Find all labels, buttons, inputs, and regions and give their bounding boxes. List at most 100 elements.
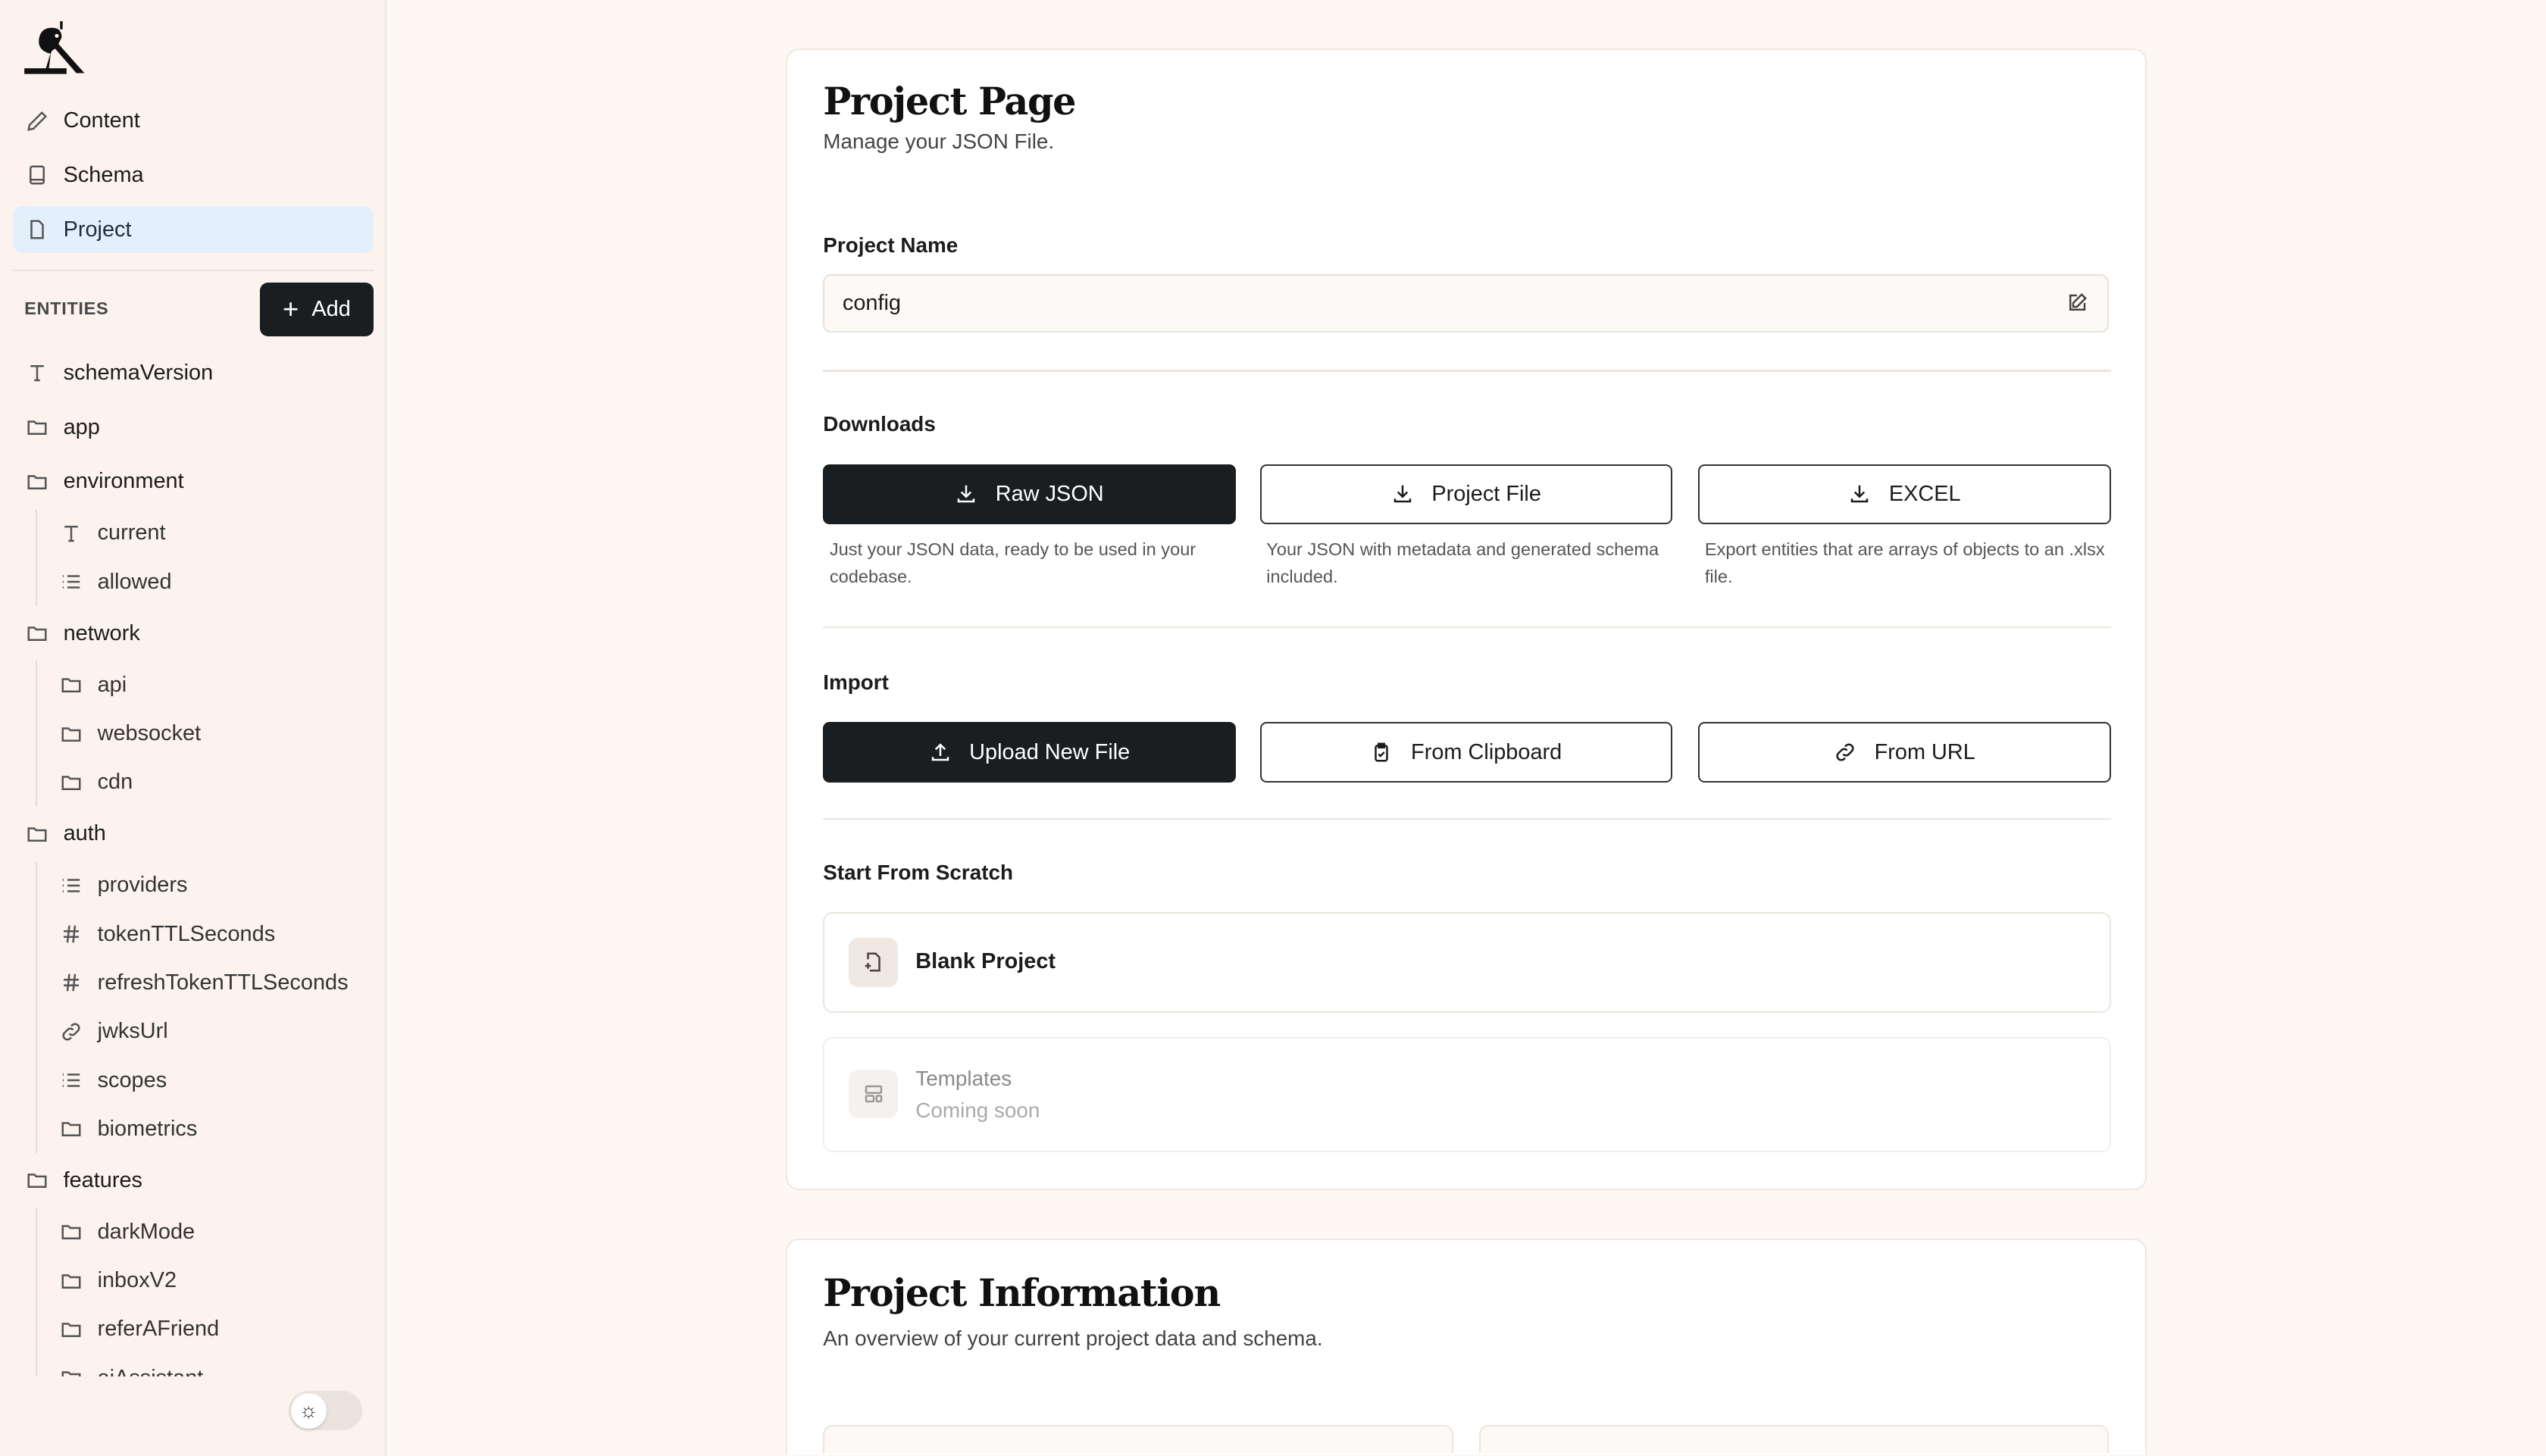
plus-icon: + <box>282 293 299 324</box>
theme-toggle[interactable]: ☼ <box>289 1391 362 1430</box>
nav-label: Project <box>63 217 132 242</box>
add-entity-button[interactable]: + Add <box>259 282 374 336</box>
folder-icon <box>60 1318 83 1341</box>
tree-item-darkMode[interactable]: darkMode <box>13 1208 374 1257</box>
tree-item-label: app <box>63 414 100 439</box>
sidebar: Content Schema Project ENTITIES + Add sch… <box>0 0 386 1456</box>
nav-project[interactable]: Project <box>13 206 374 254</box>
blank-project-option[interactable]: Blank Project <box>823 912 2111 1014</box>
divider <box>823 626 2111 629</box>
tree-item-jwksUrl[interactable]: jwksUrl <box>13 1007 374 1056</box>
downloads-label: Downloads <box>823 412 936 436</box>
tree-item-label: referAFriend <box>97 1317 220 1342</box>
tree-item-environment[interactable]: environment <box>13 455 374 509</box>
page-title: Project Page <box>823 79 1076 123</box>
clipboard-icon <box>1375 742 1389 762</box>
tree-item-app[interactable]: app <box>13 400 374 455</box>
tree-item-auth[interactable]: auth <box>13 807 374 861</box>
info-panel-data <box>823 1425 1453 1453</box>
tree-item-label: auth <box>63 821 106 846</box>
folder-icon <box>26 416 48 439</box>
tree-item-label: network <box>63 620 140 645</box>
download-excel-button[interactable]: EXCEL <box>1698 464 2111 524</box>
raw-json-description: Just your JSON data, ready to be used in… <box>829 539 1196 587</box>
list-icon <box>60 570 83 593</box>
tree-item-schemaVersion[interactable]: schemaVersion <box>13 345 374 400</box>
sidebar-divider <box>13 269 374 271</box>
folder-icon <box>26 823 48 845</box>
from-clipboard-button[interactable]: From Clipboard <box>1259 722 1673 783</box>
templates-option: Templates Coming soon <box>823 1037 2111 1153</box>
divider <box>823 370 2111 372</box>
entities-heading: ENTITIES <box>24 298 109 319</box>
folder-icon <box>26 622 48 645</box>
tree-item-label: features <box>63 1167 143 1192</box>
link-icon <box>60 1020 83 1043</box>
upload-new-file-button[interactable]: Upload New File <box>823 722 1236 783</box>
project-information-card: Project Information An overview of your … <box>786 1239 2147 1455</box>
import-label: Import <box>823 670 889 694</box>
pencil-icon <box>26 110 48 133</box>
tree-item-aiAssistant[interactable]: aiAssistant <box>13 1354 374 1377</box>
text-type-icon <box>26 361 48 384</box>
page-subtitle: Manage your JSON File. <box>823 130 1055 154</box>
tree-item-network[interactable]: network <box>13 606 374 661</box>
button-label: From URL <box>1874 739 1975 764</box>
tree-item-refreshTokenTTLSeconds[interactable]: refreshTokenTTLSeconds <box>13 958 374 1008</box>
text-type-icon <box>60 522 83 545</box>
project-name-label: Project Name <box>823 233 959 258</box>
download-icon <box>1393 486 1412 503</box>
layout-template-icon <box>849 1069 898 1119</box>
tree-item-biometrics[interactable]: biometrics <box>13 1104 374 1154</box>
add-label: Add <box>311 296 351 321</box>
tree-item-scopes[interactable]: scopes <box>13 1055 374 1105</box>
folder-icon <box>26 470 48 493</box>
tree-item-referAFriend[interactable]: referAFriend <box>13 1304 374 1354</box>
tree-item-current[interactable]: current <box>13 508 374 558</box>
blank-project-label: Blank Project <box>915 949 1056 974</box>
tree-item-features[interactable]: features <box>13 1153 374 1208</box>
start-from-scratch-label: Start From Scratch <box>823 860 1013 884</box>
file-icon <box>26 218 48 241</box>
tree-item-api[interactable]: api <box>13 661 374 710</box>
from-url-button[interactable]: From URL <box>1698 722 2111 783</box>
divider <box>823 817 2111 820</box>
button-label: Project File <box>1431 481 1541 506</box>
tree-item-label: biometrics <box>97 1116 198 1141</box>
folder-icon <box>60 771 83 794</box>
button-label: Raw JSON <box>995 481 1104 506</box>
section-title: Project Information <box>823 1270 1221 1315</box>
download-raw-json-button[interactable]: Raw JSON <box>823 464 1236 524</box>
tree-item-label: refreshTokenTTLSeconds <box>97 970 349 995</box>
folder-icon <box>60 673 83 696</box>
tree-item-label: current <box>97 520 166 545</box>
nav-label: Content <box>63 108 140 133</box>
tree-item-label: tokenTTLSeconds <box>97 921 276 946</box>
tree-item-label: darkMode <box>97 1219 195 1244</box>
tree-item-websocket[interactable]: websocket <box>13 709 374 758</box>
button-label: From Clipboard <box>1411 739 1562 764</box>
tree-item-providers[interactable]: providers <box>13 861 374 911</box>
nav-content[interactable]: Content <box>13 98 374 145</box>
project-page-card: Project Page Manage your JSON File. Proj… <box>786 48 2147 1190</box>
tree-item-label: allowed <box>97 569 172 594</box>
download-project-file-button[interactable]: Project File <box>1259 464 1673 524</box>
download-icon <box>957 486 975 503</box>
sun-icon: ☼ <box>290 1392 327 1429</box>
upload-icon <box>931 743 949 761</box>
edit-icon[interactable] <box>2066 292 2088 314</box>
tree-item-label: aiAssistant <box>98 1366 204 1376</box>
tree-item-cdn[interactable]: cdn <box>13 758 374 807</box>
tree-item-inboxV2[interactable]: inboxV2 <box>13 1256 374 1305</box>
app-logo <box>24 20 85 74</box>
nav-schema[interactable]: Schema <box>13 152 374 198</box>
button-label: Upload New File <box>969 739 1131 764</box>
folder-icon <box>60 1270 83 1292</box>
project-name-field[interactable]: config <box>823 274 2110 333</box>
templates-label: Templates <box>915 1066 1012 1090</box>
button-label: EXCEL <box>1888 481 1961 506</box>
excel-description: Export entities that are arrays of objec… <box>1704 539 2105 587</box>
tree-item-tokenTTLSeconds[interactable]: tokenTTLSeconds <box>13 910 374 959</box>
folder-icon <box>60 1367 83 1377</box>
tree-item-allowed[interactable]: allowed <box>13 558 374 607</box>
